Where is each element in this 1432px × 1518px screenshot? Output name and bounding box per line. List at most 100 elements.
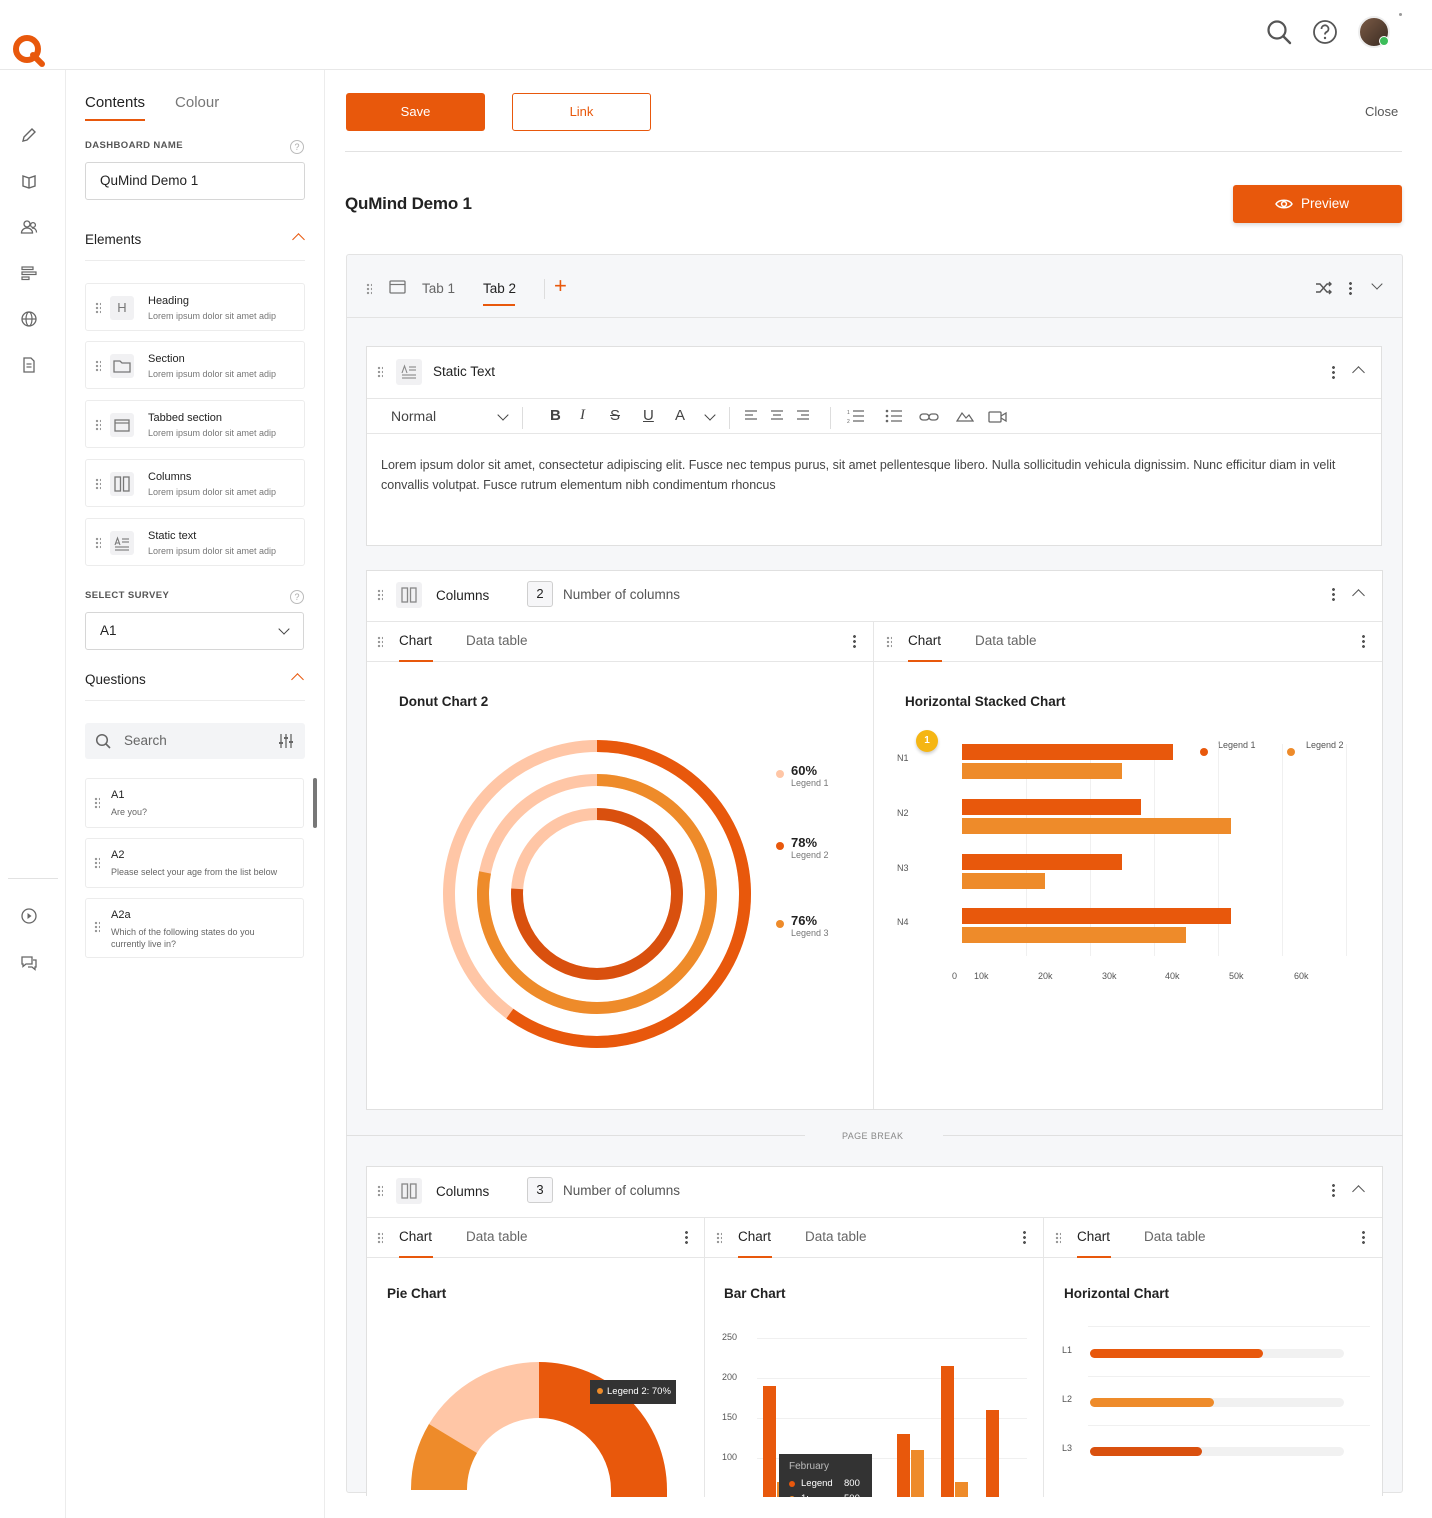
pie-slice[interactable]: [611, 1490, 667, 1497]
chevron-up-icon[interactable]: [1352, 366, 1365, 379]
question-item[interactable]: A1 Are you?: [85, 778, 304, 828]
chevron-up-icon[interactable]: [292, 233, 305, 246]
question-search[interactable]: Search: [85, 723, 305, 759]
pie-slice[interactable]: [411, 1424, 477, 1490]
question-item[interactable]: A2a Which of the following states do you…: [85, 898, 304, 958]
text-color-button[interactable]: A: [675, 407, 686, 424]
tab-colour[interactable]: Colour: [175, 94, 220, 111]
user-avatar[interactable]: [1358, 16, 1390, 48]
save-button[interactable]: Save: [346, 93, 485, 131]
align-center-icon[interactable]: [770, 409, 784, 423]
strikethrough-button[interactable]: S: [610, 407, 621, 424]
users-icon[interactable]: [20, 218, 38, 236]
drag-handle-icon[interactable]: [886, 636, 892, 648]
book-icon[interactable]: [20, 172, 38, 190]
italic-button[interactable]: I: [580, 407, 585, 423]
element-card-tabbed-section[interactable]: Tabbed section Lorem ipsum dolor sit ame…: [85, 400, 305, 448]
shuffle-icon[interactable]: [1315, 281, 1333, 295]
drag-handle-icon[interactable]: [94, 797, 100, 809]
more-options-icon[interactable]: [1349, 281, 1352, 295]
align-left-icon[interactable]: [744, 409, 758, 423]
link-button[interactable]: Link: [512, 93, 651, 131]
help-icon[interactable]: ?: [290, 140, 304, 154]
bold-button[interactable]: B: [550, 407, 561, 424]
pie-slice[interactable]: [429, 1362, 539, 1453]
donut-ring-value[interactable]: [443, 740, 751, 1048]
ordered-list-icon[interactable]: 12: [847, 408, 865, 424]
tab-contents[interactable]: Contents: [85, 94, 146, 121]
chevron-down-icon[interactable]: [497, 409, 509, 421]
search-input[interactable]: Search: [124, 733, 167, 748]
chevron-down-icon[interactable]: [704, 409, 716, 421]
chat-icon[interactable]: [20, 954, 38, 972]
element-card-section[interactable]: Section Lorem ipsum dolor sit amet adip: [85, 341, 305, 389]
app-logo[interactable]: [10, 32, 48, 75]
tab-chart[interactable]: Chart: [1077, 1229, 1111, 1244]
drag-handle-icon[interactable]: [1055, 1232, 1061, 1244]
help-icon[interactable]: ?: [290, 590, 304, 604]
element-card-static-text[interactable]: Static text Lorem ipsum dolor sit amet a…: [85, 518, 305, 566]
drag-handle-icon[interactable]: [377, 636, 383, 648]
help-circle-icon[interactable]: [1312, 19, 1338, 45]
chevron-up-icon[interactable]: [1352, 589, 1365, 602]
chevron-up-icon[interactable]: [291, 673, 304, 686]
drag-handle-icon[interactable]: [716, 1232, 722, 1244]
drag-handle-icon[interactable]: [95, 478, 101, 490]
more-options-icon[interactable]: [1362, 1230, 1365, 1244]
drag-handle-icon[interactable]: [95, 537, 101, 549]
format-select[interactable]: Normal: [391, 408, 437, 424]
bars-icon[interactable]: [20, 264, 38, 282]
underline-button[interactable]: U: [643, 407, 654, 424]
more-options-icon[interactable]: [1023, 1230, 1026, 1244]
tab-2[interactable]: Tab 2: [483, 281, 517, 296]
tab-data-table[interactable]: Data table: [1144, 1229, 1206, 1244]
play-icon[interactable]: [20, 907, 38, 925]
drag-handle-icon[interactable]: [95, 360, 101, 372]
tab-chart[interactable]: Chart: [738, 1229, 772, 1244]
document-icon[interactable]: [20, 356, 38, 374]
notification-badge[interactable]: 1: [916, 730, 938, 752]
column-count-input[interactable]: 3: [527, 1177, 553, 1203]
question-item[interactable]: A2 Please select your age from the list …: [85, 838, 304, 888]
drag-handle-icon[interactable]: [95, 302, 101, 314]
more-options-icon[interactable]: [685, 1230, 688, 1244]
link-icon[interactable]: [919, 411, 939, 423]
globe-icon[interactable]: [20, 310, 38, 328]
donut-ring-value[interactable]: [511, 808, 683, 980]
image-icon[interactable]: [956, 409, 974, 423]
tab-chart[interactable]: Chart: [908, 633, 942, 648]
drag-handle-icon[interactable]: [94, 857, 100, 869]
search-icon[interactable]: [1266, 19, 1292, 45]
more-options-icon[interactable]: [1362, 634, 1365, 648]
questions-heading[interactable]: Questions: [85, 672, 305, 701]
drag-handle-icon[interactable]: [94, 921, 100, 933]
close-button[interactable]: Close: [1365, 104, 1399, 119]
more-options-icon[interactable]: [1332, 365, 1335, 379]
video-icon[interactable]: [988, 410, 1008, 424]
drag-handle-icon[interactable]: [366, 283, 372, 295]
align-right-icon[interactable]: [796, 409, 810, 423]
filter-sliders-icon[interactable]: [278, 732, 294, 750]
more-options-icon[interactable]: [1332, 587, 1335, 601]
bullet-list-icon[interactable]: [885, 408, 903, 424]
pie-slice[interactable]: [539, 1362, 667, 1490]
tab-data-table[interactable]: Data table: [466, 633, 528, 648]
tab-data-table[interactable]: Data table: [466, 1229, 528, 1244]
drag-handle-icon[interactable]: [377, 1185, 383, 1197]
preview-button[interactable]: Preview: [1233, 185, 1402, 223]
chevron-down-icon[interactable]: [1371, 278, 1383, 290]
more-options-icon[interactable]: [1332, 1183, 1335, 1197]
drag-handle-icon[interactable]: [377, 1232, 383, 1244]
chevron-up-icon[interactable]: [1352, 1185, 1365, 1198]
elements-heading[interactable]: Elements: [85, 232, 305, 261]
tab-chart[interactable]: Chart: [399, 1229, 433, 1244]
drag-handle-icon[interactable]: [95, 419, 101, 431]
tab-data-table[interactable]: Data table: [975, 633, 1037, 648]
donut-ring-value[interactable]: [477, 774, 717, 1014]
pencil-icon[interactable]: [20, 126, 38, 144]
survey-select[interactable]: A1: [85, 612, 304, 650]
dashboard-name-input[interactable]: QuMind Demo 1: [85, 162, 305, 200]
element-card-heading[interactable]: H Heading Lorem ipsum dolor sit amet adi…: [85, 283, 305, 331]
static-text-body[interactable]: Lorem ipsum dolor sit amet, consectetur …: [381, 458, 1336, 492]
drag-handle-icon[interactable]: [377, 366, 383, 378]
